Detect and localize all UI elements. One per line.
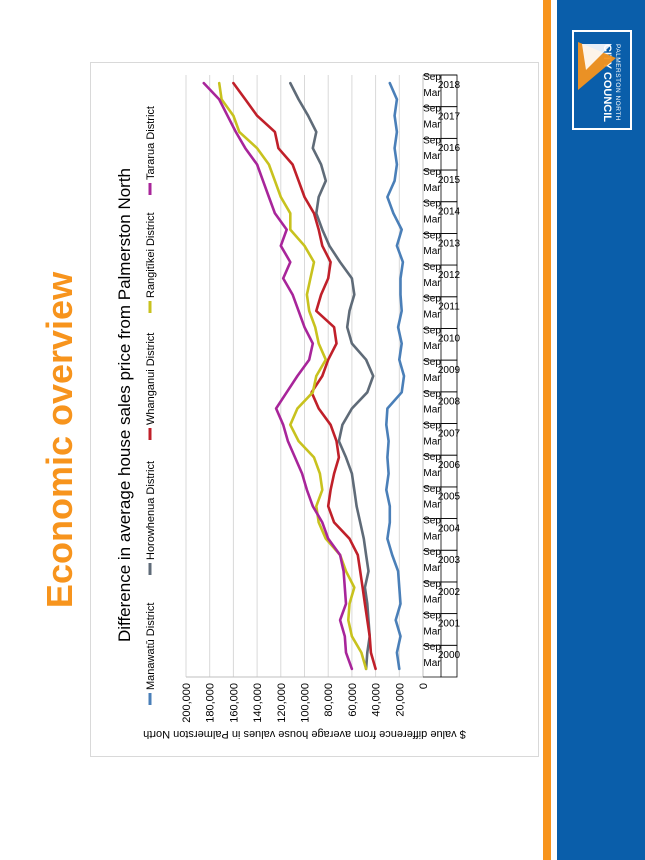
year-label: 2010 bbox=[438, 333, 461, 344]
series-line bbox=[289, 81, 375, 671]
year-label: 2013 bbox=[438, 238, 461, 249]
series-lines bbox=[202, 81, 406, 671]
x-tick-label: Mar bbox=[423, 500, 441, 511]
x-tick-label: Mar bbox=[423, 88, 441, 99]
x-tick-label: Mar bbox=[423, 626, 441, 637]
year-label: 2007 bbox=[438, 428, 461, 439]
chart-title: Difference in average house sales price … bbox=[115, 168, 134, 642]
y-tick-label: 80,000 bbox=[323, 683, 335, 717]
year-label: 2012 bbox=[438, 270, 461, 281]
year-label: 2016 bbox=[438, 143, 461, 154]
y-tick-label: 100,000 bbox=[300, 683, 312, 723]
x-tick-label: Sep bbox=[423, 642, 441, 653]
y-tick-label: 40,000 bbox=[371, 683, 383, 717]
x-tick-label: Mar bbox=[423, 563, 441, 574]
year-label: 2018 bbox=[438, 80, 461, 91]
y-tick-label: 0 bbox=[418, 683, 430, 689]
x-tick-label: Mar bbox=[423, 246, 441, 257]
series-line bbox=[202, 81, 354, 671]
x-tick-label: Sep bbox=[423, 484, 441, 495]
y-tick-label: 120,000 bbox=[276, 683, 288, 723]
year-label: 2017 bbox=[438, 112, 461, 123]
orange-accent-stripe bbox=[543, 0, 551, 860]
x-tick-label: Sep bbox=[423, 72, 441, 83]
x-tick-label: Mar bbox=[423, 405, 441, 416]
year-label: 2003 bbox=[438, 555, 461, 566]
brand-side-band bbox=[557, 0, 645, 860]
chart-legend: Manawatū District Horowhenua District Whan… bbox=[145, 106, 157, 705]
legend-item: Horowhenua District bbox=[145, 461, 157, 560]
x-tick-label: Mar bbox=[423, 595, 441, 606]
x-tick-label: Sep bbox=[423, 230, 441, 241]
x-tick-label: Mar bbox=[423, 658, 441, 669]
x-tick-label: Sep bbox=[423, 452, 441, 463]
x-tick-label: Mar bbox=[423, 310, 441, 321]
x-tick-label: Mar bbox=[423, 215, 441, 226]
legend-item: Rangitīkei District bbox=[145, 212, 157, 298]
x-tick-label: Sep bbox=[423, 325, 441, 336]
x-tick-label: Sep bbox=[423, 389, 441, 400]
x-tick-label: Sep bbox=[423, 104, 441, 115]
year-label: 2009 bbox=[438, 365, 461, 376]
year-label: 2011 bbox=[438, 302, 460, 313]
x-tick-label: Sep bbox=[423, 420, 441, 431]
series-line bbox=[217, 81, 368, 671]
gridlines bbox=[185, 75, 424, 678]
x-tick-label: Sep bbox=[423, 516, 441, 527]
x-tick-label: Mar bbox=[423, 341, 441, 352]
x-tick-label: Sep bbox=[423, 579, 441, 590]
x-tick-label: Mar bbox=[423, 119, 441, 130]
chart-frame bbox=[90, 62, 539, 757]
year-label: 2004 bbox=[438, 523, 461, 534]
page-title: Economic overview bbox=[39, 271, 80, 608]
year-label: 2006 bbox=[438, 460, 461, 471]
year-label: 2002 bbox=[438, 587, 461, 598]
x-tick-label: Mar bbox=[423, 468, 441, 479]
series-line bbox=[385, 81, 406, 671]
x-tick-label: Mar bbox=[423, 373, 441, 384]
x-tick-label: Sep bbox=[423, 167, 441, 178]
x-tick-label: Mar bbox=[423, 183, 441, 194]
y-tick-label: 200,000 bbox=[181, 683, 193, 723]
x-tick-label: Sep bbox=[423, 357, 441, 368]
year-label: 2015 bbox=[438, 175, 461, 186]
legend-item: Manawatū District bbox=[145, 603, 157, 690]
legend-item: Tararua District bbox=[145, 106, 157, 180]
legend-item: Whanganui District bbox=[145, 333, 157, 425]
x-tick-label: Sep bbox=[423, 294, 441, 305]
council-logo: PALMERSTON NORTH CITY COUNCIL bbox=[572, 30, 632, 130]
series-line bbox=[232, 81, 377, 671]
x-tick-label: Mar bbox=[423, 436, 441, 447]
y-tick-label: 180,000 bbox=[205, 683, 217, 723]
x-tick-label: Sep bbox=[423, 547, 441, 558]
y-axis-ticks: 0 20,000 40,000 60,000 80,000 100,000 120,000 1… bbox=[181, 683, 430, 723]
y-tick-label: 160,000 bbox=[228, 683, 240, 723]
year-label: 2008 bbox=[438, 397, 461, 408]
x-tick-label: Sep bbox=[423, 135, 441, 146]
year-label: 2014 bbox=[438, 207, 461, 218]
year-label: 2005 bbox=[438, 492, 461, 503]
logo-text-top: PALMERSTON NORTH bbox=[614, 44, 621, 121]
x-axis: Mar Sep Mar Sep Mar Sep Mar Sep Mar Sep Mar Sep Mar S… bbox=[423, 72, 461, 678]
year-label: 2000 bbox=[438, 650, 461, 661]
y-tick-label: 60,000 bbox=[347, 683, 359, 717]
x-tick-label: Mar bbox=[423, 151, 441, 162]
y-axis-label: $ value difference from average house va… bbox=[143, 728, 466, 740]
year-label: 2001 bbox=[438, 618, 461, 629]
x-tick-label: Mar bbox=[423, 531, 441, 542]
x-tick-label: Sep bbox=[423, 199, 441, 210]
x-tick-label: Mar bbox=[423, 278, 441, 289]
x-tick-label: Sep bbox=[423, 611, 441, 622]
y-tick-label: 140,000 bbox=[252, 683, 264, 723]
y-tick-label: 20,000 bbox=[394, 683, 406, 717]
x-tick-label: Sep bbox=[423, 262, 441, 273]
